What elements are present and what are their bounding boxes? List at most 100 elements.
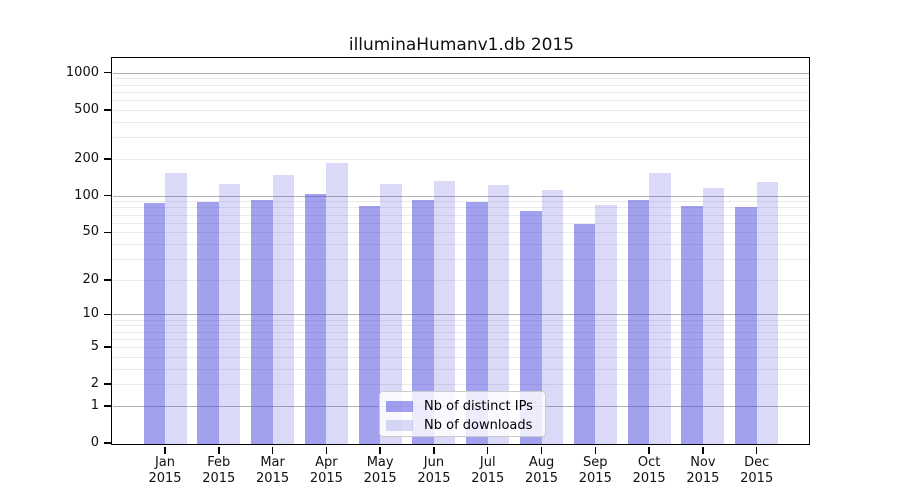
- x-tick-label-sep: Sep 2015: [578, 455, 612, 486]
- y-tick-50: [103, 231, 111, 234]
- gridline-minor-20: [113, 279, 810, 281]
- y-tick-0: [103, 442, 111, 444]
- x-tick-label-jun: Jun 2015: [417, 455, 451, 486]
- legend: Nb of distinct IPs Nb of downloads: [379, 391, 546, 437]
- y-tick-500: [103, 109, 111, 111]
- gridline-minor-60: [113, 222, 810, 224]
- bar-downloads-oct: [649, 173, 671, 445]
- x-tick-label-aug: Aug 2015: [524, 455, 559, 486]
- bar-ips-oct: [627, 200, 650, 445]
- bar-ips-dec: [735, 206, 757, 445]
- gridline-minor-8: [113, 325, 810, 327]
- y-tick-label-2: 2: [90, 376, 99, 392]
- legend-label-downloads: Nb of downloads: [424, 418, 533, 433]
- x-tick-label-dec: Dec 2015: [740, 455, 774, 486]
- x-tick-nov: [702, 446, 704, 454]
- x-tick-label-jan: Jan 2015: [148, 455, 182, 486]
- bar-downloads-jul: [487, 184, 510, 445]
- bar-downloads-dec: [756, 181, 779, 445]
- x-tick-jan: [164, 446, 166, 454]
- y-tick-label-10: 10: [82, 306, 99, 322]
- gridline-major-100: [113, 195, 810, 197]
- y-tick-10: [103, 313, 111, 316]
- gridline-minor-9: [113, 319, 810, 321]
- x-tick-label-feb: Feb 2015: [202, 455, 236, 486]
- gridline-minor-800: [113, 84, 810, 86]
- legend-item-downloads: Nb of downloads: [386, 416, 545, 435]
- bar-ips-mar: [251, 199, 273, 445]
- x-tick-dec: [755, 446, 758, 454]
- gridline-minor-50: [113, 232, 810, 234]
- bar-downloads-nov: [702, 188, 725, 445]
- bar-ips-jan: [143, 203, 165, 445]
- y-tick-label-500: 500: [74, 101, 99, 117]
- gridline-minor-400: [113, 121, 810, 123]
- legend-swatch-distinct-ips: [386, 401, 413, 412]
- y-tick-label-100: 100: [74, 187, 99, 203]
- bar-downloads-apr: [326, 162, 348, 445]
- gridline-minor-30: [113, 258, 810, 260]
- gridline-minor-6: [113, 338, 810, 340]
- gridline-minor-600: [113, 100, 810, 102]
- bar-downloads-jan: [165, 173, 187, 445]
- gridline-minor-70: [113, 214, 810, 216]
- x-tick-label-apr: Apr 2015: [309, 455, 343, 486]
- gridline-major-10: [113, 314, 810, 316]
- x-tick-mar: [271, 446, 274, 454]
- x-tick-apr: [325, 446, 328, 454]
- gridline-minor-4: [113, 356, 810, 358]
- gridline-minor-700: [113, 91, 810, 93]
- y-tick-2: [103, 383, 111, 385]
- gridline-minor-500: [113, 109, 810, 111]
- plot-area: [113, 59, 810, 445]
- x-tick-jul: [486, 446, 489, 454]
- y-tick-label-1: 1: [90, 397, 99, 413]
- x-tick-label-oct: Oct 2015: [632, 455, 666, 486]
- gridline-minor-5: [113, 346, 810, 348]
- x-tick-oct: [648, 446, 650, 454]
- x-tick-label-may: May 2015: [363, 455, 397, 486]
- y-tick-label-20: 20: [82, 271, 99, 287]
- bar-ips-sep: [573, 223, 596, 445]
- gridline-minor-2: [113, 384, 810, 386]
- x-tick-label-jul: Jul 2015: [471, 455, 505, 486]
- y-tick-5: [103, 346, 111, 348]
- bar-ips-nov: [681, 205, 703, 445]
- bar-ips-may: [358, 206, 381, 445]
- legend-label-distinct-ips: Nb of distinct IPs: [424, 399, 533, 414]
- x-tick-label-nov: Nov 2015: [686, 455, 720, 486]
- bar-ips-jun: [412, 200, 434, 445]
- y-tick-label-50: 50: [82, 224, 99, 240]
- y-tick-1000: [103, 71, 111, 74]
- legend-swatch-downloads: [386, 420, 413, 431]
- bar-downloads-feb: [218, 183, 241, 445]
- bar-downloads-sep: [595, 204, 617, 445]
- y-tick-200: [103, 158, 111, 160]
- gridline-minor-7: [113, 331, 810, 333]
- gridline-major-1000: [113, 72, 810, 74]
- bar-downloads-may: [380, 183, 402, 445]
- x-tick-aug: [540, 446, 543, 454]
- gridline-minor-900: [113, 78, 810, 80]
- bar-downloads-mar: [272, 175, 295, 445]
- bar-ips-feb: [197, 201, 219, 445]
- y-tick-1: [103, 405, 111, 407]
- chart-title: illuminaHumanv1.db 2015: [348, 35, 575, 55]
- bar-ips-apr: [304, 194, 327, 445]
- y-tick-20: [103, 279, 111, 281]
- y-tick-label-0: 0: [90, 435, 99, 450]
- bar-downloads-aug: [541, 189, 564, 445]
- y-tick-label-200: 200: [74, 150, 99, 166]
- bar-ips-jul: [466, 202, 488, 445]
- y-tick-100: [103, 194, 111, 197]
- bar-downloads-jun: [433, 180, 456, 445]
- x-tick-feb: [218, 446, 220, 454]
- gridline-minor-300: [113, 137, 810, 139]
- gridline-minor-80: [113, 207, 810, 209]
- x-tick-label-mar: Mar 2015: [256, 455, 290, 486]
- y-tick-label-5: 5: [90, 338, 99, 354]
- bar-ips-aug: [520, 210, 542, 445]
- gridline-minor-200: [113, 158, 810, 160]
- legend-item-distinct-ips: Nb of distinct IPs: [386, 397, 545, 416]
